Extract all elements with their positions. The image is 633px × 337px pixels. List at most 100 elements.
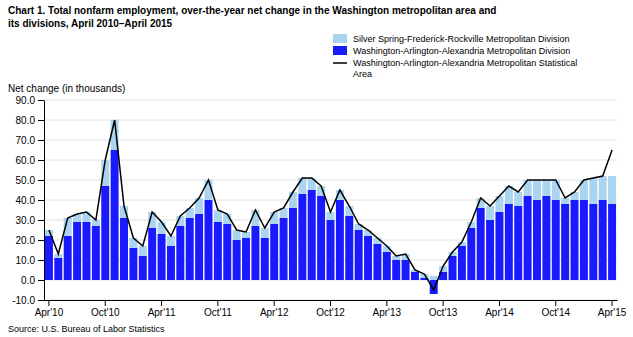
bar	[364, 236, 372, 280]
bar	[608, 176, 616, 204]
tick: 50.0	[16, 175, 44, 186]
tick-label: 70.0	[16, 135, 36, 146]
tick-mark	[38, 200, 44, 201]
tick-label: 80.0	[16, 115, 36, 126]
bar	[298, 178, 306, 194]
bar	[383, 252, 391, 280]
bar	[336, 200, 344, 280]
bar	[608, 204, 616, 280]
bar	[580, 200, 588, 280]
bar	[373, 244, 381, 280]
tick-label: 0.0	[21, 275, 35, 286]
tick-mark	[161, 300, 162, 306]
tick-label: 90.0	[16, 95, 36, 106]
bar	[308, 190, 316, 280]
bar	[92, 226, 100, 280]
bar	[486, 220, 494, 280]
bar	[533, 180, 541, 200]
tick-mark	[105, 300, 106, 306]
bar	[82, 222, 90, 280]
bar	[64, 236, 72, 280]
tick-label: 30.0	[16, 215, 36, 226]
bar	[599, 200, 607, 280]
y-axis: -10.0 0.0 10.0 20.0 30.0 40.0 50.0 60.0 70.0 80.0…	[12, 95, 44, 306]
bar	[167, 246, 175, 280]
bar	[542, 196, 550, 280]
tick: Oct'10	[91, 300, 120, 318]
tick-mark	[38, 300, 44, 301]
tick-mark	[38, 100, 44, 101]
bar	[327, 220, 335, 280]
tick-label: -10.0	[12, 295, 35, 306]
bar	[195, 214, 203, 280]
bar	[73, 222, 81, 280]
tick: Apr'11	[148, 300, 176, 318]
tick-label: Apr'10	[35, 307, 64, 318]
tick: Oct'14	[541, 300, 570, 318]
tick-label: Oct'10	[91, 307, 120, 318]
bar	[148, 228, 156, 280]
legend-swatch	[333, 62, 347, 64]
tick-label: Oct'12	[316, 307, 345, 318]
bar-series	[45, 120, 616, 280]
tick-label: Apr'13	[373, 307, 402, 318]
tick: 60.0	[16, 155, 44, 166]
bar	[289, 208, 297, 280]
bar	[495, 212, 503, 280]
bar	[467, 228, 475, 280]
tick: Oct'13	[429, 300, 458, 318]
bar	[514, 192, 522, 206]
tick-mark	[612, 300, 613, 306]
bar	[223, 224, 231, 280]
bar	[129, 248, 137, 280]
bar	[571, 200, 579, 280]
tick: 40.0	[16, 195, 44, 206]
bar	[111, 150, 119, 280]
bar	[233, 230, 241, 240]
tick: Apr'15	[598, 300, 627, 318]
bar	[392, 260, 400, 280]
tick-mark	[38, 280, 44, 281]
grid-line	[44, 160, 617, 161]
bar	[477, 208, 485, 280]
bar	[458, 246, 466, 280]
tick-label: 10.0	[16, 255, 36, 266]
tick: Apr'10	[35, 300, 64, 318]
bar	[561, 204, 569, 280]
axis-line	[44, 101, 45, 301]
tick-label: Oct'14	[541, 307, 570, 318]
tick-mark	[38, 160, 44, 161]
bar	[411, 272, 419, 280]
bar	[552, 200, 560, 280]
bar	[120, 218, 128, 280]
tick: 30.0	[16, 215, 44, 226]
tick: 10.0	[16, 255, 44, 266]
tick: 0.0	[21, 275, 44, 286]
line	[49, 120, 612, 290]
bar	[561, 198, 569, 204]
bar-series	[45, 150, 616, 294]
tick-mark	[38, 240, 44, 241]
tick-mark	[330, 300, 331, 306]
bar	[204, 200, 212, 280]
tick-label: Apr'12	[260, 307, 289, 318]
bar	[449, 256, 457, 280]
tick-label: 60.0	[16, 155, 36, 166]
tick-label: 20.0	[16, 235, 36, 246]
tick-mark	[274, 300, 275, 306]
bar	[430, 276, 438, 280]
bar	[261, 238, 269, 280]
tick: 70.0	[16, 135, 44, 146]
chart: -10.0 0.0 10.0 20.0 30.0 40.0 50.0 60.0 70.0 80.0…	[0, 0, 633, 337]
bar	[242, 238, 250, 280]
bar	[54, 258, 62, 280]
tick: Oct'11	[204, 300, 232, 318]
bar	[298, 194, 306, 280]
bar	[524, 196, 532, 280]
tick-mark	[386, 300, 387, 306]
annotation: Source: U.S. Bureau of Labor Statistics	[8, 324, 165, 334]
bar	[158, 234, 166, 280]
bar	[505, 204, 513, 280]
legend-label: Washington-Arlington-Alexandria Metropol…	[353, 58, 577, 79]
x-axis: Apr'10 Oct'10 Apr'11 Oct'11 Apr'12 Oct'12 Apr'…	[35, 300, 627, 318]
